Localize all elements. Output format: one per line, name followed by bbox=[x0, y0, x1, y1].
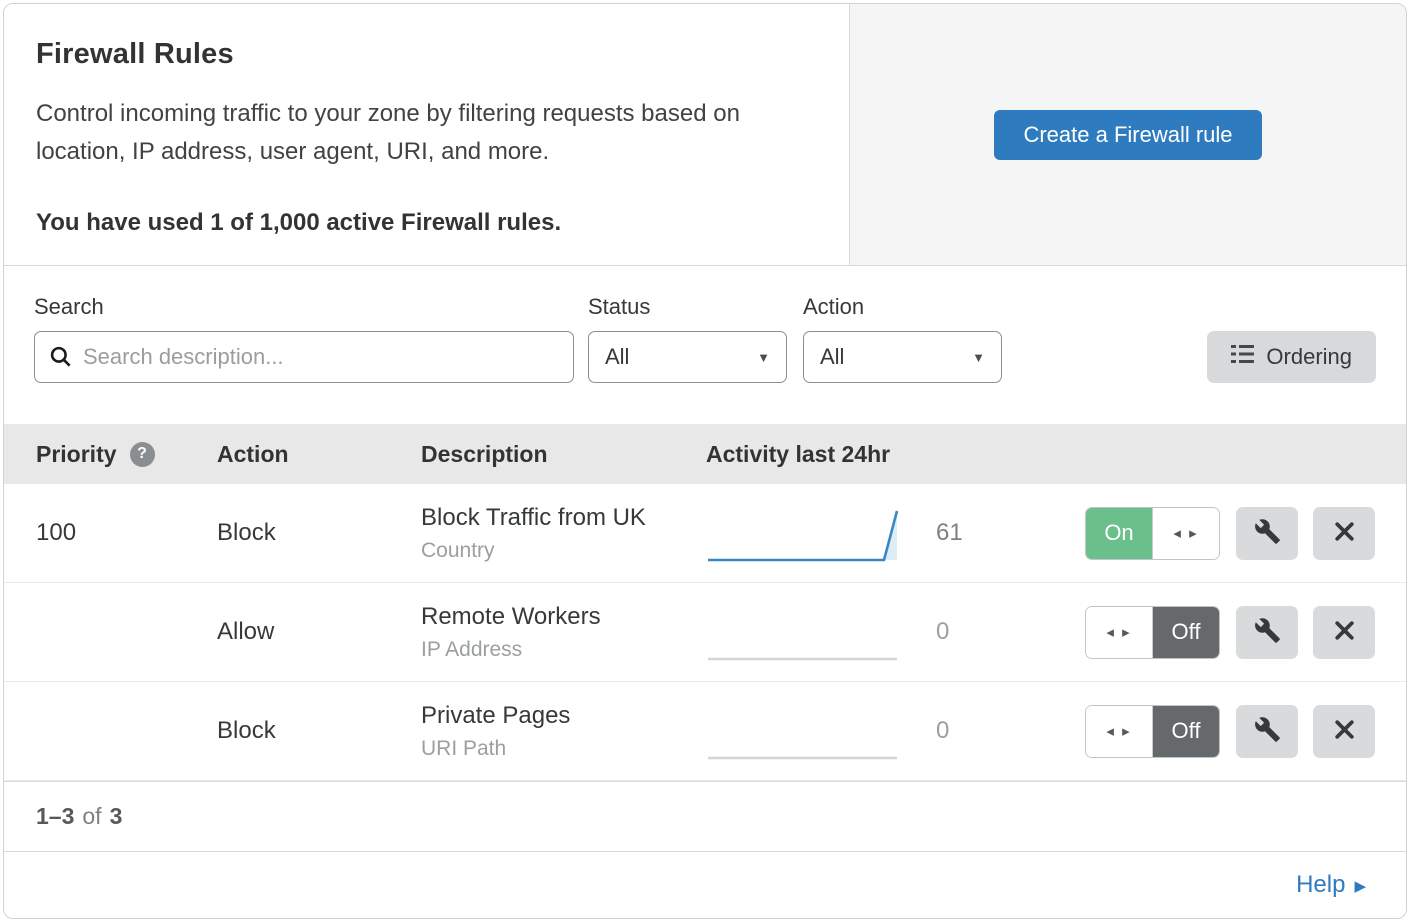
close-icon bbox=[1332, 618, 1357, 646]
page-title: Firewall Rules bbox=[36, 38, 234, 70]
close-icon bbox=[1332, 717, 1357, 745]
delete-rule-button[interactable] bbox=[1313, 704, 1375, 758]
arrow-right-icon: ▶ bbox=[1354, 878, 1366, 895]
column-header-description: Description bbox=[421, 440, 548, 467]
header-action-panel: Create a Firewall rule bbox=[849, 4, 1406, 265]
toggle-handle-icon[interactable]: ◂ ▸ bbox=[1086, 606, 1153, 658]
help-link-label: Help bbox=[1296, 871, 1346, 898]
pagination-range: 1–3 bbox=[36, 803, 75, 829]
status-select[interactable]: All ▼ bbox=[588, 331, 787, 383]
status-selected-value: All bbox=[605, 344, 630, 369]
firewall-rules-panel: Firewall Rules Control incoming traffic … bbox=[3, 3, 1407, 919]
rule-name: Block Traffic from UK bbox=[421, 503, 646, 531]
rule-action: Block bbox=[217, 519, 276, 546]
rule-activity-cell: 61 bbox=[682, 497, 1085, 569]
activity-sparkline bbox=[708, 657, 897, 661]
toggle-off-label: Off bbox=[1153, 705, 1219, 757]
wrench-icon bbox=[1254, 617, 1281, 647]
action-selected-value: All bbox=[820, 344, 845, 369]
rule-action: Allow bbox=[217, 618, 275, 645]
toggle-on-label: On bbox=[1086, 507, 1153, 559]
chevron-down-icon: ▼ bbox=[757, 349, 770, 365]
activity-count: 61 bbox=[936, 519, 963, 546]
table-row: Allow Remote Workers IP Address 0 ◂ ▸ Of… bbox=[4, 583, 1406, 682]
column-header-activity: Activity last 24hr bbox=[706, 440, 891, 467]
action-select[interactable]: All ▼ bbox=[803, 331, 1002, 383]
toggle-handle-icon[interactable]: ◂ ▸ bbox=[1153, 507, 1219, 559]
rule-activity-cell: 0 bbox=[682, 596, 1085, 668]
action-label: Action bbox=[803, 294, 865, 319]
help-bar: Help ▶ bbox=[4, 851, 1406, 918]
usage-note: You have used 1 of 1,000 active Firewall… bbox=[36, 209, 562, 236]
rule-type: URI Path bbox=[421, 736, 507, 760]
pagination-bar: 1–3 of 3 bbox=[4, 781, 1406, 851]
edit-rule-button[interactable] bbox=[1236, 704, 1298, 758]
rule-controls-cell: On ◂ ▸ bbox=[1085, 506, 1406, 560]
chevron-down-icon: ▼ bbox=[972, 349, 985, 365]
rule-description-cell: Remote Workers IP Address bbox=[389, 603, 682, 662]
ordering-button-label: Ordering bbox=[1266, 344, 1352, 369]
column-header-priority: Priority ? bbox=[4, 441, 185, 468]
table-row: 100 Block Block Traffic from UK Country … bbox=[4, 484, 1406, 583]
activity-count: 0 bbox=[936, 618, 950, 645]
close-icon bbox=[1332, 519, 1357, 547]
rule-name: Remote Workers bbox=[421, 602, 601, 630]
search-input[interactable] bbox=[34, 331, 574, 383]
activity-sparkline bbox=[708, 510, 899, 562]
filter-bar: Search Status All ▼ Action bbox=[4, 266, 1406, 424]
toggle-off-label: Off bbox=[1153, 606, 1219, 658]
wrench-icon bbox=[1254, 518, 1281, 548]
rule-name: Private Pages bbox=[421, 701, 571, 729]
activity-sparkline bbox=[708, 756, 897, 760]
rule-description-cell: Private Pages URI Path bbox=[389, 702, 682, 761]
panel-header: Firewall Rules Control incoming traffic … bbox=[4, 4, 1406, 266]
rule-type: IP Address bbox=[421, 637, 523, 661]
status-label: Status bbox=[588, 294, 651, 319]
rule-enabled-toggle[interactable]: ◂ ▸ Off bbox=[1085, 605, 1220, 659]
column-header-action: Action bbox=[217, 440, 289, 467]
activity-count: 0 bbox=[936, 717, 950, 744]
pagination-total: 3 bbox=[109, 803, 123, 829]
delete-rule-button[interactable] bbox=[1313, 506, 1375, 560]
delete-rule-button[interactable] bbox=[1313, 605, 1375, 659]
ordering-button[interactable]: Ordering bbox=[1207, 331, 1376, 383]
help-link[interactable]: Help ▶ bbox=[1296, 871, 1366, 899]
create-firewall-rule-button[interactable]: Create a Firewall rule bbox=[994, 109, 1262, 160]
rule-enabled-toggle[interactable]: ◂ ▸ Off bbox=[1085, 704, 1220, 758]
rule-enabled-toggle[interactable]: On ◂ ▸ bbox=[1085, 506, 1220, 560]
search-icon bbox=[48, 344, 74, 375]
rule-type: Country bbox=[421, 538, 495, 562]
page-description: Control incoming traffic to your zone by… bbox=[36, 100, 740, 165]
table-row: Block Private Pages URI Path 0 ◂ ▸ Off bbox=[4, 682, 1406, 781]
wrench-icon bbox=[1254, 716, 1281, 746]
priority-help-icon[interactable]: ? bbox=[129, 441, 155, 467]
rule-priority: 100 bbox=[36, 519, 77, 546]
table-header-row: Priority ? Action Description Activity l… bbox=[4, 424, 1406, 484]
search-label: Search bbox=[34, 294, 104, 319]
rule-controls-cell: ◂ ▸ Off bbox=[1085, 605, 1406, 659]
rule-activity-cell: 0 bbox=[682, 695, 1085, 767]
edit-rule-button[interactable] bbox=[1236, 605, 1298, 659]
rule-controls-cell: ◂ ▸ Off bbox=[1085, 704, 1406, 758]
rule-description-cell: Block Traffic from UK Country bbox=[389, 504, 682, 563]
ordered-list-icon bbox=[1231, 344, 1255, 370]
edit-rule-button[interactable] bbox=[1236, 506, 1298, 560]
toggle-handle-icon[interactable]: ◂ ▸ bbox=[1086, 705, 1153, 757]
rule-action: Block bbox=[217, 717, 276, 744]
header-text-block: Firewall Rules Control incoming traffic … bbox=[4, 4, 849, 265]
pagination-of-text: of bbox=[82, 803, 102, 829]
